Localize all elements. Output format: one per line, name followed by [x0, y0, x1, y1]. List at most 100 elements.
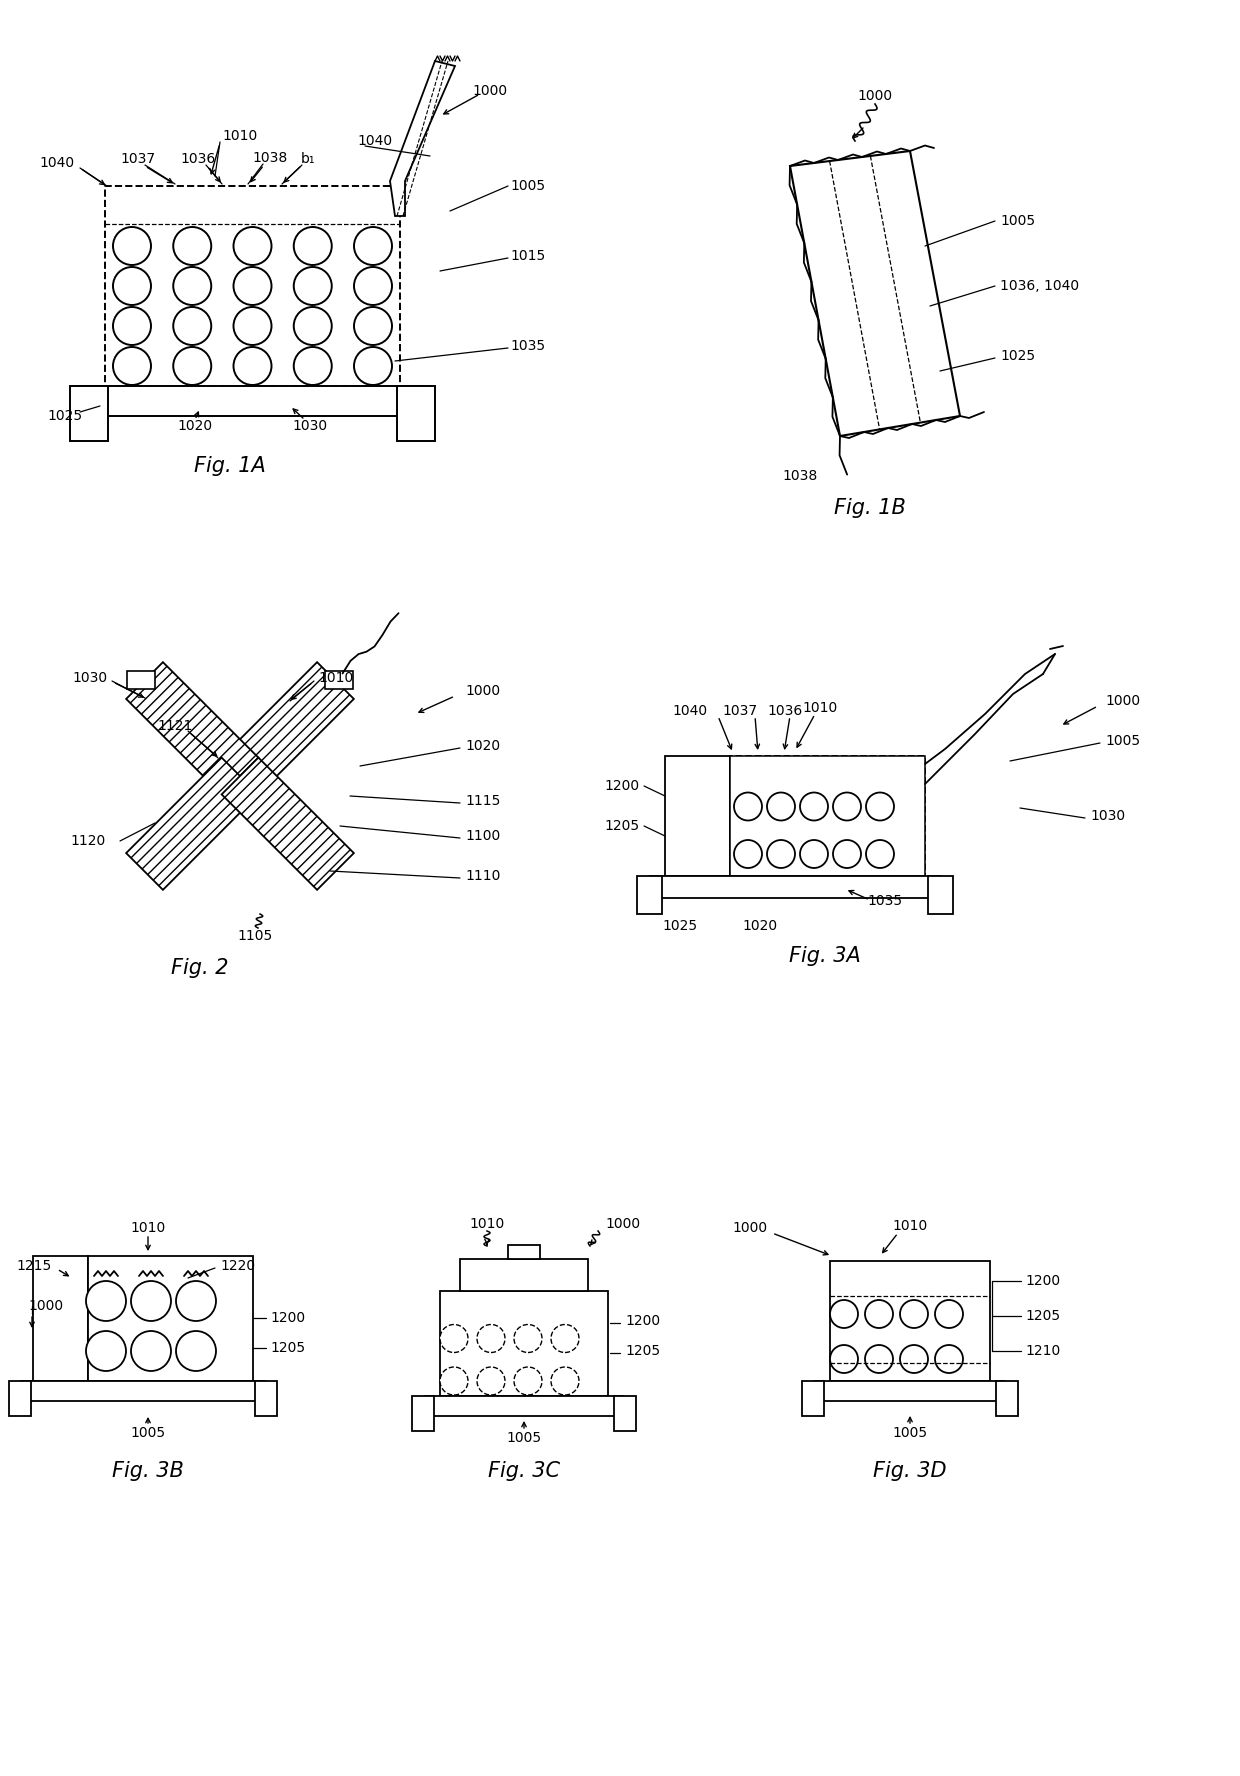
Text: Fig. 1B: Fig. 1B — [835, 497, 906, 519]
Bar — [730, 757, 925, 876]
Text: 1205: 1205 — [1025, 1309, 1060, 1323]
Circle shape — [734, 840, 763, 868]
Circle shape — [294, 266, 332, 305]
Text: Fig. 3D: Fig. 3D — [873, 1462, 947, 1481]
Bar — [928, 876, 954, 915]
Bar — [255, 1382, 277, 1415]
Circle shape — [800, 840, 828, 868]
Circle shape — [515, 1368, 542, 1394]
Text: Fig. 1A: Fig. 1A — [195, 456, 265, 476]
Text: 1025: 1025 — [47, 408, 83, 423]
Bar — [69, 385, 108, 440]
Bar — [425, 1396, 622, 1415]
Text: Fig. 2: Fig. 2 — [171, 957, 228, 979]
Text: 1121: 1121 — [157, 719, 192, 733]
Text: 1010: 1010 — [802, 702, 838, 716]
Text: 1215: 1215 — [17, 1259, 52, 1273]
Text: 1020: 1020 — [177, 419, 212, 433]
Text: 1010: 1010 — [470, 1217, 505, 1231]
Text: 1205: 1205 — [605, 819, 640, 833]
Bar — [325, 671, 353, 689]
Bar — [9, 1382, 31, 1415]
Text: Fig. 3C: Fig. 3C — [487, 1462, 560, 1481]
Text: 1005: 1005 — [506, 1431, 542, 1446]
Bar — [650, 876, 940, 899]
Bar — [412, 1396, 434, 1431]
Circle shape — [830, 1300, 858, 1328]
Circle shape — [294, 346, 332, 385]
Circle shape — [551, 1325, 579, 1353]
Circle shape — [174, 307, 211, 345]
Bar — [637, 876, 662, 915]
Text: 1038: 1038 — [253, 151, 288, 165]
Polygon shape — [790, 151, 960, 435]
Circle shape — [830, 1344, 858, 1373]
Circle shape — [866, 1300, 893, 1328]
Text: 1040: 1040 — [357, 133, 393, 147]
Circle shape — [440, 1325, 467, 1353]
Text: 1020: 1020 — [743, 918, 777, 932]
Text: 1015: 1015 — [510, 249, 546, 263]
Text: 1115: 1115 — [465, 794, 501, 808]
Text: 1037: 1037 — [723, 703, 758, 718]
Text: 1035: 1035 — [510, 339, 546, 353]
Text: 1205: 1205 — [625, 1344, 660, 1359]
Text: 1030: 1030 — [293, 419, 327, 433]
Text: 1040: 1040 — [672, 703, 708, 718]
Circle shape — [353, 266, 392, 305]
Circle shape — [131, 1280, 171, 1321]
Text: 1005: 1005 — [130, 1426, 166, 1440]
Text: 1036: 1036 — [180, 153, 216, 165]
Circle shape — [866, 792, 894, 821]
Circle shape — [131, 1330, 171, 1371]
Text: 1005: 1005 — [893, 1426, 928, 1440]
Bar — [665, 757, 730, 876]
Text: 1038: 1038 — [782, 469, 817, 483]
Text: 1000: 1000 — [605, 1217, 640, 1231]
Circle shape — [935, 1300, 963, 1328]
Text: 1025: 1025 — [662, 918, 698, 932]
Circle shape — [113, 307, 151, 345]
Text: 1010: 1010 — [130, 1222, 166, 1234]
Bar — [74, 385, 430, 416]
Circle shape — [477, 1325, 505, 1353]
Bar — [614, 1396, 636, 1431]
Circle shape — [233, 266, 272, 305]
Circle shape — [86, 1330, 126, 1371]
Bar — [21, 1382, 265, 1401]
Circle shape — [440, 1368, 467, 1394]
Circle shape — [900, 1344, 928, 1373]
Circle shape — [176, 1280, 216, 1321]
Text: 1010: 1010 — [222, 130, 258, 144]
Circle shape — [353, 346, 392, 385]
Polygon shape — [391, 60, 455, 217]
Text: 1000: 1000 — [29, 1298, 63, 1312]
Circle shape — [935, 1344, 963, 1373]
Circle shape — [174, 266, 211, 305]
Bar — [440, 1291, 608, 1396]
Text: Fig. 3A: Fig. 3A — [789, 947, 861, 966]
Bar — [105, 186, 401, 385]
Bar — [802, 1382, 825, 1415]
Circle shape — [768, 840, 795, 868]
Circle shape — [233, 307, 272, 345]
Circle shape — [113, 266, 151, 305]
Circle shape — [833, 840, 861, 868]
Text: 1000: 1000 — [465, 684, 500, 698]
Circle shape — [174, 227, 211, 265]
Polygon shape — [222, 662, 353, 794]
Polygon shape — [222, 758, 353, 890]
Text: 1040: 1040 — [40, 156, 74, 170]
Text: 1000: 1000 — [857, 89, 893, 103]
Text: 1110: 1110 — [465, 868, 501, 883]
Circle shape — [900, 1300, 928, 1328]
Circle shape — [353, 227, 392, 265]
Circle shape — [477, 1368, 505, 1394]
Circle shape — [113, 227, 151, 265]
Circle shape — [174, 346, 211, 385]
Bar — [830, 1261, 990, 1382]
Text: 1037: 1037 — [120, 153, 155, 165]
Text: 1120: 1120 — [69, 835, 105, 847]
Circle shape — [294, 307, 332, 345]
Text: 1105: 1105 — [237, 929, 273, 943]
